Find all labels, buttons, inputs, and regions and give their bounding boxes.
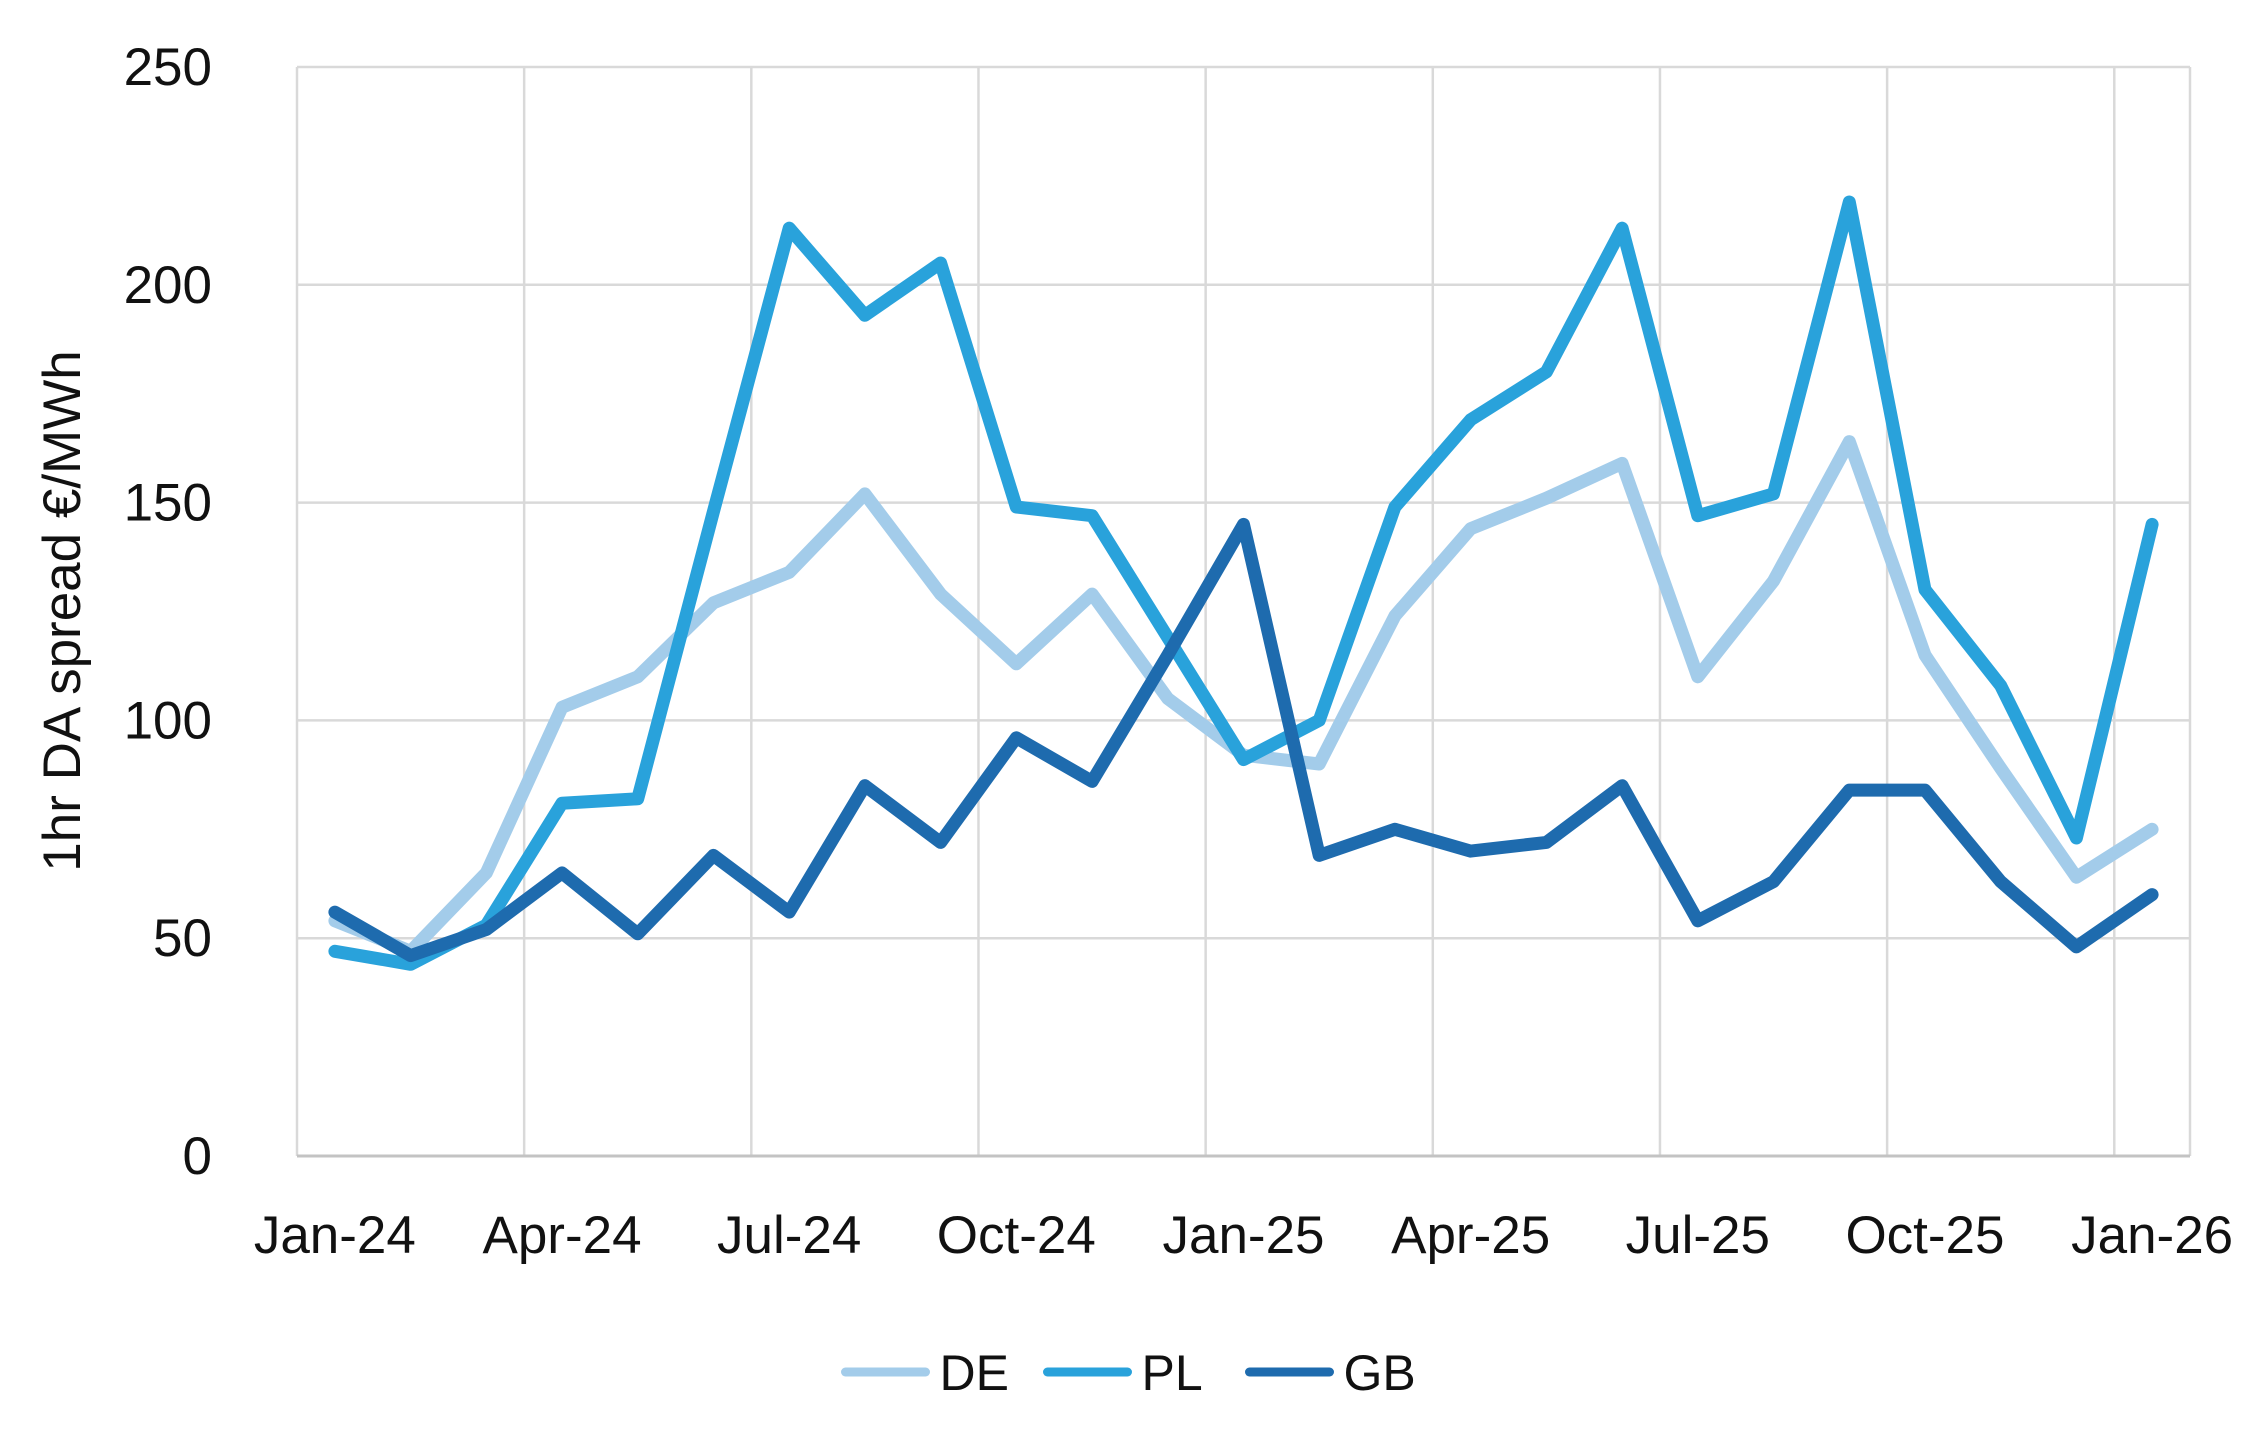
legend-label-de: DE <box>940 1345 1009 1401</box>
x-tick-label: Jan-24 <box>254 1206 416 1265</box>
x-tick-label: Apr-24 <box>482 1206 641 1265</box>
y-tick-label: 50 <box>153 909 212 968</box>
y-tick-label: 100 <box>124 691 212 750</box>
x-tick-label: Apr-25 <box>1391 1206 1550 1265</box>
x-tick-label: Jul-25 <box>1626 1206 1770 1265</box>
x-tick-label: Jan-26 <box>2071 1206 2233 1265</box>
y-tick-label: 0 <box>183 1127 212 1186</box>
y-tick-label: 150 <box>124 474 212 533</box>
gridlines <box>295 65 2192 1156</box>
x-axis-tick-labels: Jan-24 Apr-24 Jul-24 Oct-24 Jan-25 Apr-25 Jul-… <box>254 1206 2233 1265</box>
x-tick-label: Oct-25 <box>1845 1206 2004 1265</box>
legend-label-gb: GB <box>1344 1345 1416 1401</box>
series-line-gb <box>328 517 2159 963</box>
x-tick-label: Jul-24 <box>717 1206 861 1265</box>
y-tick-label: 200 <box>124 256 212 315</box>
y-tick-label: 250 <box>124 38 212 97</box>
x-tick-label: Oct-24 <box>937 1206 1096 1265</box>
series-line-pl <box>328 195 2159 971</box>
legend: DE PL GB <box>841 1345 1416 1401</box>
y-axis-title: 1hr DA spread €/MWh <box>33 350 92 871</box>
series-lines <box>328 195 2159 971</box>
legend-label-pl: PL <box>1142 1345 1203 1401</box>
x-tick-label: Jan-25 <box>1162 1206 1324 1265</box>
y-axis-tick-labels: 0 50 100 150 200 250 <box>124 38 212 1186</box>
